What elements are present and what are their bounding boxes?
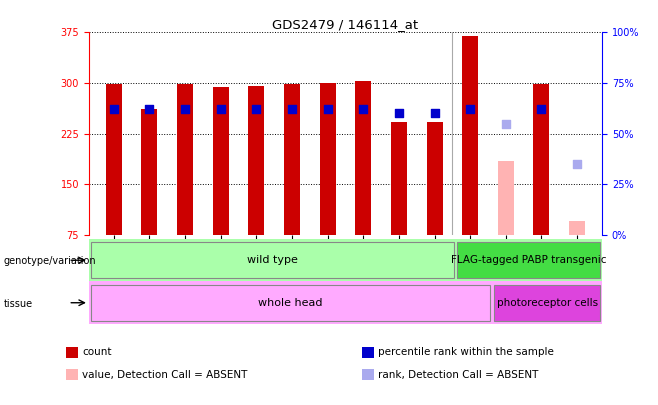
Bar [391,122,407,235]
Bar [462,36,478,235]
Text: value, Detection Call = ABSENT: value, Detection Call = ABSENT [82,370,247,379]
Text: tissue: tissue [3,299,32,309]
Point [429,110,440,117]
Bar [426,122,443,235]
Bar [355,81,371,235]
Point [109,106,119,113]
Text: count: count [82,347,112,357]
Title: GDS2479 / 146114_at: GDS2479 / 146114_at [272,18,418,31]
Bar [91,242,453,278]
Bar [213,87,229,235]
Text: wild type: wild type [247,255,297,265]
Text: whole head: whole head [258,298,322,308]
Point [393,110,404,117]
Bar [177,84,193,235]
Bar [284,84,300,235]
Point [144,106,155,113]
Text: rank, Detection Call = ABSENT: rank, Detection Call = ABSENT [378,370,539,379]
Bar [457,242,600,278]
Point [358,106,368,113]
Bar [498,161,514,235]
Bar [91,285,490,321]
Text: photoreceptor cells: photoreceptor cells [497,298,597,308]
Text: percentile rank within the sample: percentile rank within the sample [378,347,554,357]
Point [572,161,582,167]
Point [215,106,226,113]
Bar [569,222,585,235]
Text: FLAG-tagged PABP transgenic: FLAG-tagged PABP transgenic [451,255,607,265]
Bar [494,285,600,321]
Point [501,120,511,127]
Point [536,106,547,113]
Bar [248,86,265,235]
Point [465,106,476,113]
Bar [534,84,549,235]
Bar [320,83,336,235]
Point [322,106,333,113]
Point [251,106,262,113]
Point [180,106,190,113]
Text: genotype/variation: genotype/variation [3,256,96,266]
Point [287,106,297,113]
Bar [141,109,157,235]
Bar [106,84,122,235]
